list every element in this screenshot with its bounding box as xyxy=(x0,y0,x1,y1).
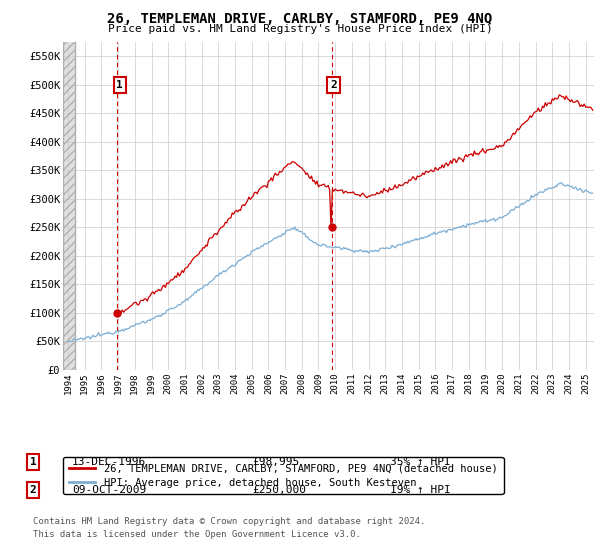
Text: Contains HM Land Registry data © Crown copyright and database right 2024.: Contains HM Land Registry data © Crown c… xyxy=(33,517,425,526)
Text: Price paid vs. HM Land Registry's House Price Index (HPI): Price paid vs. HM Land Registry's House … xyxy=(107,24,493,34)
Text: 13-DEC-1996: 13-DEC-1996 xyxy=(72,457,146,467)
Text: This data is licensed under the Open Government Licence v3.0.: This data is licensed under the Open Gov… xyxy=(33,530,361,539)
Text: 2: 2 xyxy=(29,485,37,495)
Legend: 26, TEMPLEMAN DRIVE, CARLBY, STAMFORD, PE9 4NQ (detached house), HPI: Average pr: 26, TEMPLEMAN DRIVE, CARLBY, STAMFORD, P… xyxy=(63,457,503,494)
Text: 19% ↑ HPI: 19% ↑ HPI xyxy=(390,485,451,495)
Text: 09-OCT-2009: 09-OCT-2009 xyxy=(72,485,146,495)
Text: £98,995: £98,995 xyxy=(252,457,299,467)
Text: 1: 1 xyxy=(116,80,123,90)
Text: £250,000: £250,000 xyxy=(252,485,306,495)
Text: 35% ↑ HPI: 35% ↑ HPI xyxy=(390,457,451,467)
Text: 2: 2 xyxy=(330,80,337,90)
Text: 26, TEMPLEMAN DRIVE, CARLBY, STAMFORD, PE9 4NQ: 26, TEMPLEMAN DRIVE, CARLBY, STAMFORD, P… xyxy=(107,12,493,26)
Text: 1: 1 xyxy=(29,457,37,467)
